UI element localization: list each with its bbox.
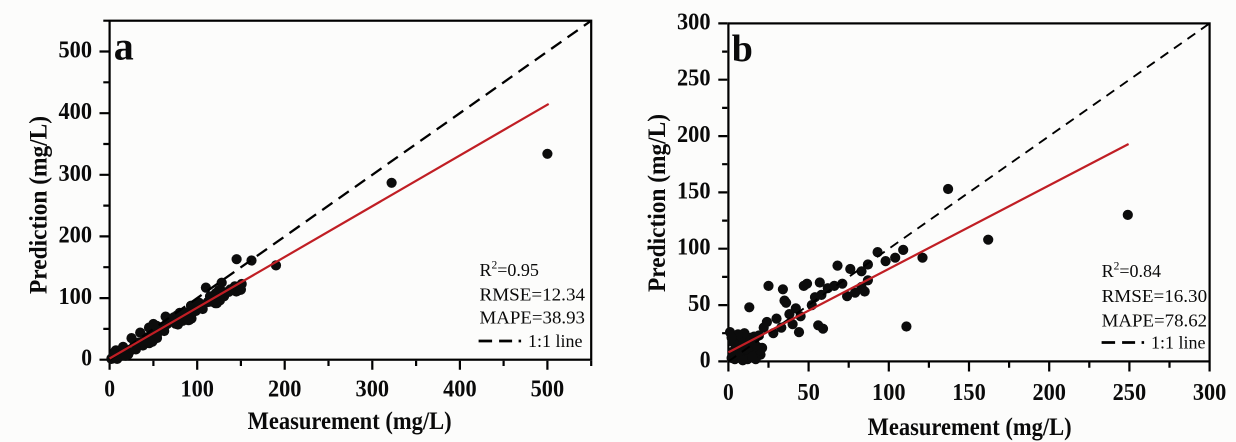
svg-text:0: 0 [723,380,734,406]
svg-text:RMSE=12.34: RMSE=12.34 [480,285,586,305]
svg-text:Prediction (mg/L): Prediction (mg/L) [26,116,53,294]
svg-text:100: 100 [180,377,214,403]
svg-text:MAPE=38.93: MAPE=38.93 [480,308,586,328]
svg-text:250: 250 [1113,380,1147,406]
svg-text:0: 0 [81,346,92,372]
svg-text:RMSE=16.30: RMSE=16.30 [1102,286,1208,306]
svg-text:300: 300 [677,9,711,35]
svg-text:200: 200 [59,222,93,248]
svg-text:50: 50 [688,291,711,317]
svg-text:300: 300 [356,377,390,403]
svg-text:150: 150 [952,380,986,406]
svg-text:200: 200 [677,122,711,148]
svg-text:Measurement (mg/L): Measurement (mg/L) [868,414,1072,441]
svg-text:Measurement (mg/L): Measurement (mg/L) [248,408,452,435]
svg-text:100: 100 [59,284,93,310]
svg-text:200: 200 [1032,380,1066,406]
svg-text:1:1 line: 1:1 line [1151,332,1206,352]
svg-text:1:1 line: 1:1 line [528,331,583,351]
svg-text:400: 400 [59,99,93,125]
svg-text:250: 250 [677,66,711,92]
svg-text:300: 300 [59,161,93,187]
svg-text:500: 500 [531,377,565,403]
svg-text:400: 400 [443,377,477,403]
svg-text:R2=0.84: R2=0.84 [1102,261,1161,282]
svg-text:0: 0 [104,377,115,403]
svg-text:100: 100 [872,380,906,406]
svg-text:150: 150 [677,178,711,204]
svg-text:MAPE=78.62: MAPE=78.62 [1102,311,1208,331]
svg-text:a: a [114,24,134,69]
svg-text:200: 200 [268,377,302,403]
svg-text:50: 50 [797,380,820,406]
svg-text:500: 500 [59,38,93,64]
svg-text:R2=0.95: R2=0.95 [480,260,539,281]
svg-text:0: 0 [700,347,711,373]
svg-text:300: 300 [1193,380,1227,406]
svg-text:b: b [732,28,753,70]
svg-text:Prediction (mg/L): Prediction (mg/L) [644,114,671,292]
svg-text:100: 100 [677,235,711,261]
